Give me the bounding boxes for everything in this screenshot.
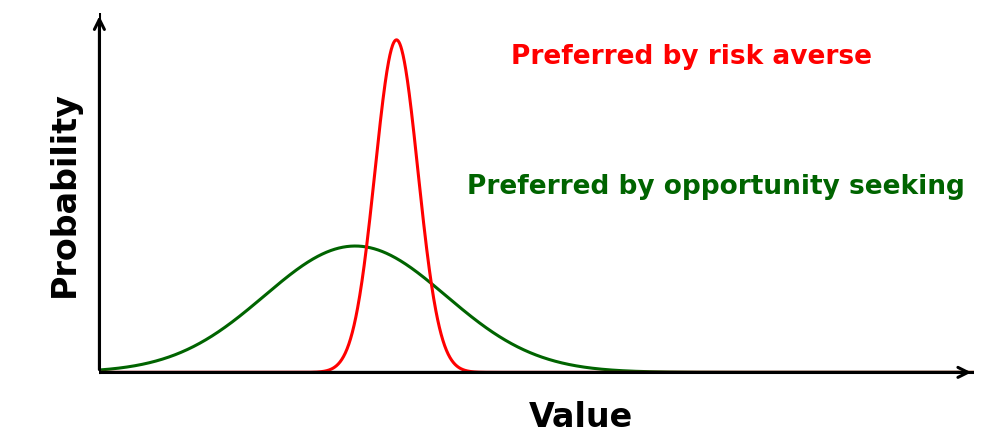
Text: Value: Value bbox=[529, 401, 632, 434]
Text: Probability: Probability bbox=[48, 91, 81, 297]
Text: Preferred by opportunity seeking: Preferred by opportunity seeking bbox=[467, 174, 964, 200]
Text: Preferred by risk averse: Preferred by risk averse bbox=[511, 44, 872, 70]
